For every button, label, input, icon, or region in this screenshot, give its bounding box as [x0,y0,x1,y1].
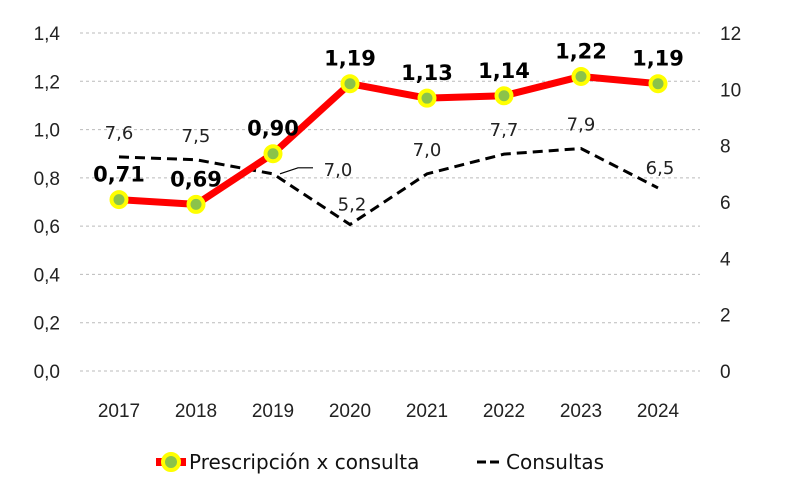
legend-marker-swatch [161,452,181,472]
series-consultas: 7,6 7,5 7,0 5,2 7,0 7,7 7,9 6,5 [105,114,675,227]
prescripcion-data-label: 0,71 [93,163,145,187]
left-axis-ticks: 0,0 0,2 0,4 0,6 0,8 1,0 1,2 1,4 [34,24,61,383]
right-tick-label: 2 [720,306,731,327]
consultas-data-label: 7,0 [413,140,442,161]
consultas-data-label: 7,7 [490,120,519,141]
prescripcion-marker [340,74,360,94]
consultas-line [118,146,659,227]
x-tick-label: 2021 [406,401,448,422]
x-axis-ticks: 2017 2018 2019 2020 2021 2022 2023 2024 [98,401,680,422]
left-tick-label: 0,2 [34,314,60,335]
prescripcion-marker [186,194,206,214]
consultas-data-label: 7,9 [567,114,596,135]
prescripcion-marker [263,144,283,164]
right-tick-label: 8 [720,137,731,158]
right-tick-label: 6 [720,193,731,214]
prescripcion-data-label: 0,90 [247,117,299,141]
legend-label-prescripcion: Prescripción x consulta [189,450,419,474]
consultas-data-label: 7,6 [105,123,134,144]
left-tick-label: 0,6 [34,217,60,238]
consultas-data-label: 7,0 [324,160,353,181]
consultas-data-label: 7,5 [182,126,211,147]
series-prescripcion: 0,71 0,69 0,90 1,19 1,13 1,14 1,22 1,19 [93,39,684,214]
x-tick-label: 2023 [560,401,602,422]
prescripcion-line [118,72,659,208]
prescripcion-marker [648,74,668,94]
left-tick-label: 0,8 [34,169,60,190]
left-tick-label: 1,2 [34,72,60,93]
prescripcion-marker [417,88,437,108]
x-tick-label: 2019 [252,401,294,422]
legend-item-consultas[interactable]: Consultas [477,450,604,474]
prescripcion-data-label: 0,69 [170,167,222,191]
x-tick-label: 2018 [175,401,217,422]
x-tick-label: 2022 [483,401,525,422]
prescripcion-data-label: 1,13 [401,61,453,85]
right-tick-label: 0 [720,362,731,383]
prescripcion-data-label: 1,14 [478,59,530,83]
prescripcion-data-label: 1,19 [632,47,684,71]
prescripcion-data-label: 1,22 [555,39,607,63]
right-tick-label: 12 [720,24,741,45]
prescripcion-marker [494,86,514,106]
left-tick-label: 1,0 [34,121,60,142]
left-tick-label: 0,0 [34,362,60,383]
label-leader-line [279,167,313,175]
legend-label-consultas: Consultas [506,450,604,474]
prescripcion-marker [109,190,129,210]
left-tick-label: 0,4 [34,265,61,286]
legend-item-prescripcion[interactable]: Prescripción x consulta [156,450,419,474]
legend: Prescripción x consulta Consultas [156,450,604,474]
x-tick-label: 2017 [98,401,140,422]
right-tick-label: 10 [720,80,741,101]
x-tick-label: 2020 [329,401,371,422]
prescripcion-data-label: 1,19 [324,47,376,71]
consultas-data-label: 5,2 [338,195,367,216]
right-axis-ticks: 0 2 4 6 8 10 12 [720,24,741,383]
x-tick-label: 2024 [637,401,680,422]
left-tick-label: 1,4 [34,24,61,45]
right-tick-label: 4 [720,249,731,270]
prescripcion-marker [571,66,591,86]
consultas-data-label: 6,5 [646,158,675,179]
